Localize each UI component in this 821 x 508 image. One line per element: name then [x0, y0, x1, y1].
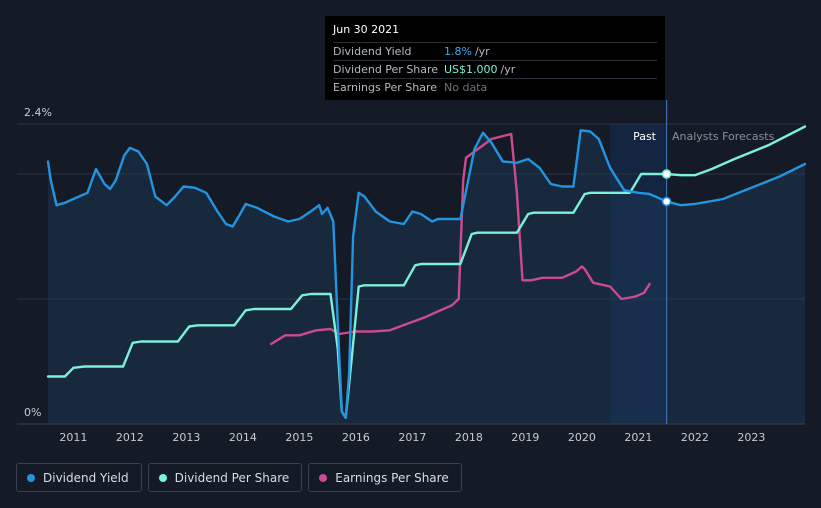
- marker-dps: [661, 169, 672, 179]
- x-tick-label: 2018: [455, 431, 483, 444]
- series-lines: [46, 125, 807, 419]
- legend-label: Dividend Per Share: [174, 470, 290, 485]
- legend-item-dividend-yield[interactable]: Dividend Yield: [16, 463, 142, 492]
- tooltip-label: Earnings Per Share: [333, 81, 438, 94]
- tooltip-value: 1.8%: [444, 45, 472, 58]
- y-axis: 2.4% 0%: [24, 106, 52, 419]
- x-tick-label: 2021: [624, 431, 652, 444]
- x-tick-label: 2012: [116, 431, 144, 444]
- tooltip-label: Dividend Yield: [333, 45, 412, 58]
- legend-item-earnings-per-share[interactable]: Earnings Per Share: [308, 463, 462, 492]
- x-tick-label: 2017: [398, 431, 426, 444]
- markers: [661, 169, 672, 207]
- x-tick-label: 2022: [681, 431, 709, 444]
- past-label: Past: [633, 130, 657, 143]
- marker-yield: [661, 196, 672, 207]
- legend-dot-icon: [158, 473, 167, 482]
- tooltip-suffix: /yr: [474, 45, 490, 58]
- x-tick-label: 2013: [172, 431, 200, 444]
- legend-item-dividend-per-share[interactable]: Dividend Per Share: [147, 463, 303, 492]
- tooltip-value: US$1.000: [444, 63, 498, 76]
- tooltip-row-dividend-yield: Dividend Yield 1.8% /yr: [333, 42, 657, 60]
- x-tick-label: 2023: [737, 431, 765, 444]
- tooltip-row-earnings-per-share: Earnings Per Share No data: [333, 78, 657, 96]
- series-line-dps: [46, 125, 807, 419]
- y-axis-label: 2.4%: [24, 106, 52, 119]
- x-tick-label: 2015: [285, 431, 313, 444]
- tooltip-suffix: /yr: [500, 63, 516, 76]
- x-tick-label: 2020: [568, 431, 596, 444]
- x-tick-label: 2019: [511, 431, 539, 444]
- tooltip-value: No data: [444, 81, 488, 94]
- legend-label: Earnings Per Share: [335, 470, 449, 485]
- chart-legend: Dividend Yield Dividend Per Share Earnin…: [16, 463, 468, 492]
- forecast-label: Analysts Forecasts: [672, 130, 775, 143]
- x-axis: 2011 2012 2013 2014 2015 2016 2017 2018 2019 2020…: [59, 431, 765, 444]
- x-tick-label: 2016: [342, 431, 370, 444]
- legend-dot-icon: [319, 473, 328, 482]
- tooltip-date: Jun 30 2021: [333, 23, 400, 36]
- y-axis-label: 0%: [24, 406, 41, 419]
- chart-tooltip: Jun 30 2021 Dividend Yield 1.8% /yr Divi…: [325, 16, 665, 100]
- x-tick-label: 2011: [59, 431, 87, 444]
- series-line-yield: [46, 129, 807, 419]
- legend-label: Dividend Yield: [43, 470, 129, 485]
- tooltip-label: Dividend Per Share: [333, 63, 439, 76]
- legend-dot-icon: [27, 473, 35, 482]
- x-tick-label: 2014: [229, 431, 257, 444]
- tooltip-row-dividend-per-share: Dividend Per Share US$1.000 /yr: [333, 60, 657, 78]
- dividend-yield-area: [48, 130, 805, 425]
